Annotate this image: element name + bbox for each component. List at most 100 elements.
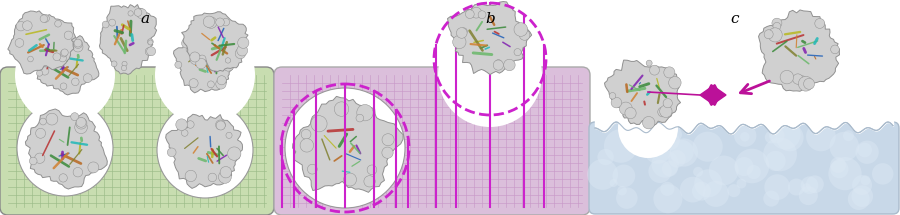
Circle shape xyxy=(226,132,232,138)
Circle shape xyxy=(217,76,226,85)
Circle shape xyxy=(30,157,37,165)
Circle shape xyxy=(215,120,225,130)
Circle shape xyxy=(84,74,92,83)
Circle shape xyxy=(703,181,729,207)
Circle shape xyxy=(617,186,627,195)
Circle shape xyxy=(34,153,45,163)
Circle shape xyxy=(167,148,176,157)
Circle shape xyxy=(453,35,466,49)
FancyBboxPatch shape xyxy=(0,67,274,215)
Polygon shape xyxy=(182,12,248,71)
Polygon shape xyxy=(605,60,680,126)
Circle shape xyxy=(653,184,682,213)
Circle shape xyxy=(788,178,805,196)
Circle shape xyxy=(802,183,811,192)
Circle shape xyxy=(109,19,115,26)
Circle shape xyxy=(55,20,61,27)
Circle shape xyxy=(221,49,227,54)
Polygon shape xyxy=(25,109,107,189)
Circle shape xyxy=(190,40,196,46)
Polygon shape xyxy=(8,11,76,74)
Circle shape xyxy=(740,132,750,141)
Text: c: c xyxy=(731,12,739,26)
Circle shape xyxy=(41,14,50,22)
Circle shape xyxy=(709,155,739,185)
Circle shape xyxy=(769,128,785,143)
Circle shape xyxy=(186,121,194,128)
Circle shape xyxy=(670,138,698,167)
Circle shape xyxy=(235,48,246,59)
Circle shape xyxy=(848,188,869,210)
Circle shape xyxy=(76,117,86,127)
Circle shape xyxy=(504,59,515,71)
Circle shape xyxy=(40,118,47,125)
Circle shape xyxy=(134,9,142,16)
Circle shape xyxy=(800,176,818,194)
Circle shape xyxy=(64,31,73,40)
Circle shape xyxy=(456,28,467,38)
Circle shape xyxy=(604,129,638,163)
Circle shape xyxy=(285,88,405,208)
Circle shape xyxy=(73,167,83,177)
Circle shape xyxy=(660,105,672,118)
Circle shape xyxy=(41,48,50,55)
Circle shape xyxy=(148,39,153,45)
Circle shape xyxy=(300,138,313,152)
Text: b: b xyxy=(485,12,495,26)
Circle shape xyxy=(103,21,109,28)
Circle shape xyxy=(872,163,894,185)
Text: a: a xyxy=(140,12,149,26)
Circle shape xyxy=(843,130,854,141)
Circle shape xyxy=(652,150,679,178)
Circle shape xyxy=(175,61,182,68)
Circle shape xyxy=(189,79,198,88)
Circle shape xyxy=(830,132,860,161)
Circle shape xyxy=(619,102,633,115)
Circle shape xyxy=(764,174,790,200)
Circle shape xyxy=(514,23,527,36)
Circle shape xyxy=(122,65,127,71)
Circle shape xyxy=(798,76,813,91)
Circle shape xyxy=(15,38,23,47)
Circle shape xyxy=(797,76,807,86)
Circle shape xyxy=(648,160,671,183)
Polygon shape xyxy=(447,2,532,75)
Circle shape xyxy=(223,60,234,71)
Circle shape xyxy=(830,160,849,178)
Circle shape xyxy=(220,166,231,178)
Circle shape xyxy=(53,53,60,61)
Circle shape xyxy=(310,116,327,132)
Circle shape xyxy=(69,35,76,42)
Circle shape xyxy=(356,104,374,121)
Circle shape xyxy=(213,40,221,48)
Circle shape xyxy=(198,55,206,63)
Circle shape xyxy=(643,117,655,129)
Circle shape xyxy=(74,39,83,48)
Circle shape xyxy=(185,170,196,182)
FancyBboxPatch shape xyxy=(589,122,899,214)
Circle shape xyxy=(59,174,68,182)
Circle shape xyxy=(17,100,113,196)
Circle shape xyxy=(71,78,79,86)
Circle shape xyxy=(37,70,42,76)
Circle shape xyxy=(15,25,115,125)
Circle shape xyxy=(646,60,652,66)
Circle shape xyxy=(222,18,230,26)
Wedge shape xyxy=(700,85,718,105)
Circle shape xyxy=(75,121,87,134)
Circle shape xyxy=(465,10,474,18)
Circle shape xyxy=(76,118,87,129)
Circle shape xyxy=(661,182,674,196)
FancyBboxPatch shape xyxy=(274,67,590,215)
Polygon shape xyxy=(759,10,840,91)
Circle shape xyxy=(616,187,637,209)
Circle shape xyxy=(137,9,147,19)
Circle shape xyxy=(747,165,760,179)
Circle shape xyxy=(40,67,49,75)
Circle shape xyxy=(764,30,773,39)
Circle shape xyxy=(668,150,686,168)
Circle shape xyxy=(772,18,782,28)
Circle shape xyxy=(806,79,813,87)
Circle shape xyxy=(228,147,241,160)
Circle shape xyxy=(88,162,99,173)
